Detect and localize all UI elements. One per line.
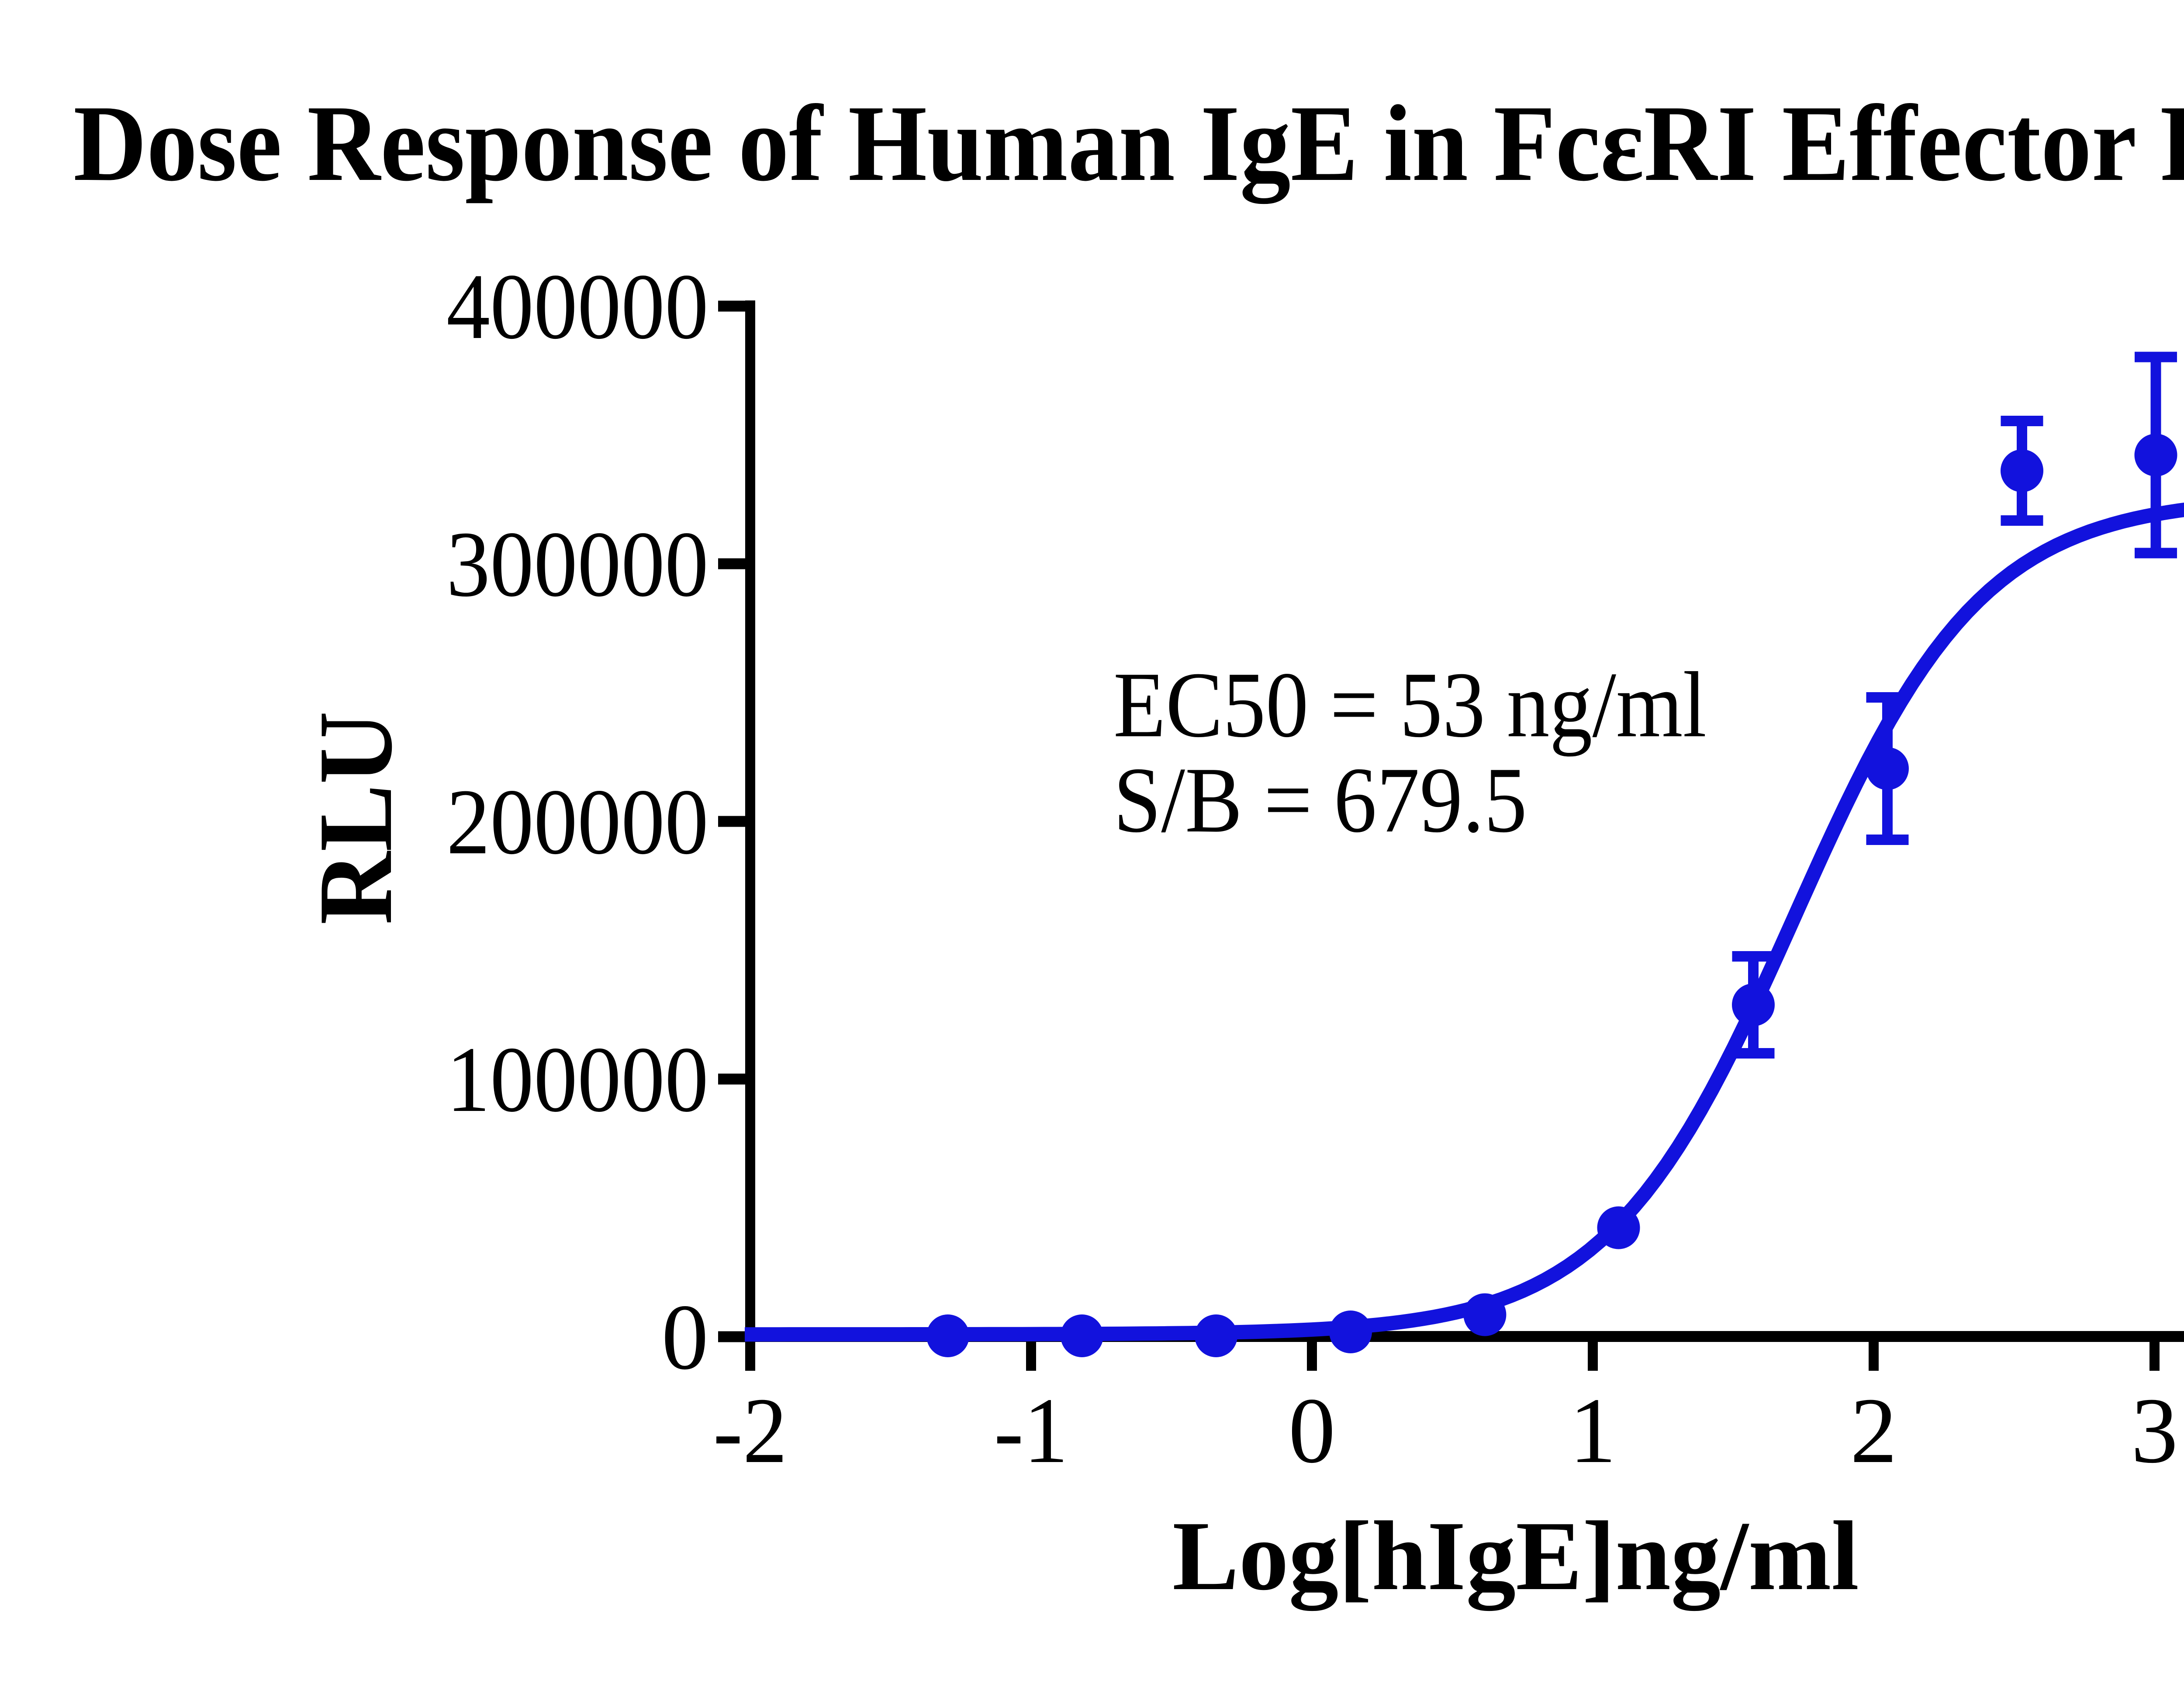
svg-text:RLU: RLU [297, 711, 414, 925]
svg-text:100000: 100000 [446, 1027, 708, 1131]
svg-text:-1: -1 [994, 1378, 1068, 1483]
svg-text:Log[hIgE]ng/ml: Log[hIgE]ng/ml [1172, 1501, 1859, 1611]
svg-text:-2: -2 [713, 1378, 788, 1483]
svg-text:1: 1 [1569, 1378, 1617, 1483]
svg-text:0: 0 [662, 1285, 709, 1389]
svg-text:300000: 300000 [446, 512, 708, 616]
svg-text:Dose Response of Human IgE in: Dose Response of Human IgE in FcεRI Effe… [73, 83, 2184, 204]
svg-text:S/B = 679.5: S/B = 679.5 [1113, 748, 1527, 852]
svg-text:3: 3 [2131, 1378, 2178, 1483]
svg-text:EC50 = 53 ng/ml: EC50 = 53 ng/ml [1113, 652, 1707, 757]
svg-text:0: 0 [1289, 1378, 1336, 1483]
svg-text:2: 2 [1850, 1378, 1897, 1483]
svg-text:200000: 200000 [446, 769, 708, 874]
svg-text:400000: 400000 [446, 254, 708, 359]
